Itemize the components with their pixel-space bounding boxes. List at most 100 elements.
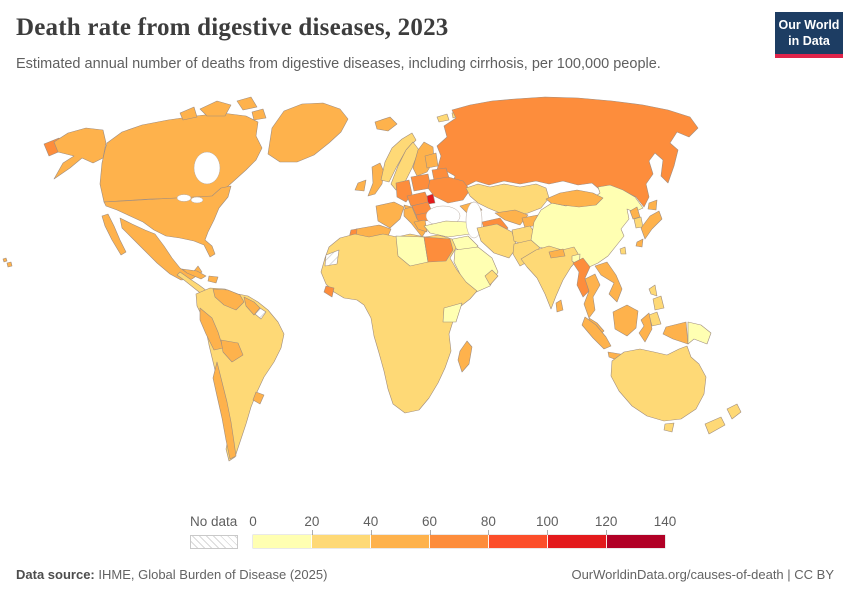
country-australia[interactable]: [610, 345, 707, 422]
world-choropleth-map: [0, 88, 850, 510]
region-arctic-islands[interactable]: [199, 100, 232, 117]
chart-footer: Data source: IHME, Global Burden of Dise…: [16, 567, 834, 582]
owid-logo[interactable]: Our World in Data: [775, 12, 843, 59]
country-thailand[interactable]: [583, 273, 601, 319]
legend-tick-label: 0: [249, 514, 257, 529]
legend-tick-mark: [311, 530, 313, 535]
country-greenland[interactable]: [267, 102, 349, 163]
country-kazakhstan[interactable]: [465, 183, 550, 218]
country-india[interactable]: [520, 245, 581, 310]
country-japan[interactable]: [635, 238, 644, 248]
country-philippines[interactable]: [648, 284, 658, 297]
country-mongolia[interactable]: [545, 189, 604, 208]
country-egypt[interactable]: [423, 236, 454, 263]
country-peru[interactable]: [199, 307, 224, 351]
legend-color-segment[interactable]: [371, 535, 430, 548]
region-south-america[interactable]: [195, 287, 285, 462]
country-norway[interactable]: [380, 132, 417, 183]
legend-no-data[interactable]: No data: [190, 514, 238, 549]
page-title: Death rate from digestive diseases, 2023: [16, 14, 449, 41]
legend-tick-mark: [488, 530, 490, 535]
legend-color-segment[interactable]: [548, 535, 607, 548]
country-uruguay[interactable]: [252, 391, 265, 405]
country-new-zealand[interactable]: [704, 416, 726, 435]
country-sierra-leone[interactable]: [323, 285, 335, 298]
legend-color-segment[interactable]: [430, 535, 489, 548]
country-venezuela[interactable]: [212, 288, 245, 311]
country-libya[interactable]: [395, 235, 429, 267]
country-philippines[interactable]: [652, 295, 665, 311]
legend-tick-label: 80: [480, 514, 496, 529]
country-indonesia[interactable]: [638, 312, 653, 343]
region-west-new-guinea[interactable]: [662, 321, 689, 345]
legend-tick-label: 60: [422, 514, 438, 529]
country-canada[interactable]: [99, 112, 263, 203]
region-kenya-uganda[interactable]: [442, 302, 463, 323]
country-bolivia[interactable]: [220, 339, 244, 363]
region-africa[interactable]: [320, 233, 478, 414]
legend-tick-label: 120: [594, 514, 618, 529]
legend-color-scale: 0 20 40 60 80 100 120 140: [249, 514, 676, 550]
region-hispaniola[interactable]: [207, 275, 219, 284]
region-arctic-islands[interactable]: [236, 96, 258, 111]
country-france[interactable]: [375, 201, 405, 229]
region-baltic-states[interactable]: [424, 152, 439, 169]
country-japan[interactable]: [640, 210, 663, 240]
legend-tick-mark: [370, 530, 372, 535]
country-usa-hawaii[interactable]: [6, 261, 13, 268]
legend-color-segment[interactable]: [312, 535, 371, 548]
region-indochina[interactable]: [594, 261, 623, 303]
country-uk[interactable]: [367, 162, 385, 197]
owid-logo-line2: in Data: [788, 33, 830, 48]
country-sri-lanka[interactable]: [555, 299, 564, 313]
hudson-bay: [193, 151, 221, 185]
country-usa-alaska[interactable]: [53, 127, 107, 180]
country-iceland[interactable]: [374, 116, 398, 132]
country-russia[interactable]: [436, 96, 699, 208]
legend-tick-mark: [547, 530, 549, 535]
country-ukraine[interactable]: [427, 176, 471, 204]
legend-tick-label: 100: [536, 514, 559, 529]
country-papua-new-guinea[interactable]: [687, 321, 712, 345]
country-new-zealand[interactable]: [726, 403, 742, 420]
owid-logo-line1: Our World: [778, 18, 840, 32]
legend-color-segment[interactable]: [489, 535, 548, 548]
country-cuba[interactable]: [181, 268, 207, 280]
legend-tick-label: 20: [304, 514, 320, 529]
legend-color-bar: [253, 535, 665, 548]
country-ireland[interactable]: [354, 179, 367, 192]
data-source-note: Data source: IHME, Global Burden of Dise…: [16, 567, 327, 582]
country-oman[interactable]: [484, 269, 499, 286]
country-nepal[interactable]: [548, 248, 566, 259]
country-taiwan[interactable]: [619, 246, 627, 255]
great-lakes: [190, 196, 204, 204]
region-tasmania[interactable]: [663, 422, 675, 433]
legend-color-segment[interactable]: [607, 535, 665, 548]
region-arctic-islands[interactable]: [179, 106, 198, 121]
legend-tick-label: 140: [653, 514, 677, 529]
legend-no-data-swatch[interactable]: [190, 535, 238, 549]
country-usa[interactable]: [103, 185, 232, 258]
legend-tick-mark: [429, 530, 431, 535]
region-french-guiana[interactable]: [254, 307, 267, 320]
country-mexico-baja[interactable]: [101, 213, 127, 256]
country-south-korea[interactable]: [633, 216, 644, 229]
country-chile[interactable]: [212, 361, 237, 460]
legend-tick-mark: [606, 530, 608, 535]
country-madagascar[interactable]: [457, 340, 473, 373]
region-western-sahara[interactable]: [324, 249, 340, 267]
country-indonesia[interactable]: [581, 316, 612, 350]
country-usa-hawaii[interactable]: [2, 257, 8, 263]
country-moldova[interactable]: [426, 193, 436, 205]
legend-color-segment[interactable]: [253, 535, 312, 548]
region-svalbard[interactable]: [436, 113, 450, 123]
country-indonesia[interactable]: [612, 304, 639, 337]
credit-link[interactable]: OurWorldinData.org/causes-of-death | CC …: [571, 567, 834, 582]
data-source-label: Data source:: [16, 567, 95, 582]
country-japan[interactable]: [647, 199, 658, 211]
country-greece[interactable]: [413, 219, 428, 233]
country-mexico[interactable]: [119, 217, 203, 281]
world-map-svg: [2, 96, 742, 462]
region-arctic-islands[interactable]: [251, 108, 267, 121]
